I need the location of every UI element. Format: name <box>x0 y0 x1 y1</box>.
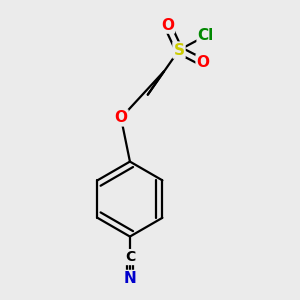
Text: Cl: Cl <box>198 28 214 43</box>
Text: C: C <box>125 250 135 264</box>
Text: O: O <box>161 18 174 33</box>
Text: O: O <box>196 55 210 70</box>
Text: S: S <box>173 43 184 58</box>
Text: O: O <box>115 110 128 125</box>
Text: N: N <box>124 271 136 286</box>
